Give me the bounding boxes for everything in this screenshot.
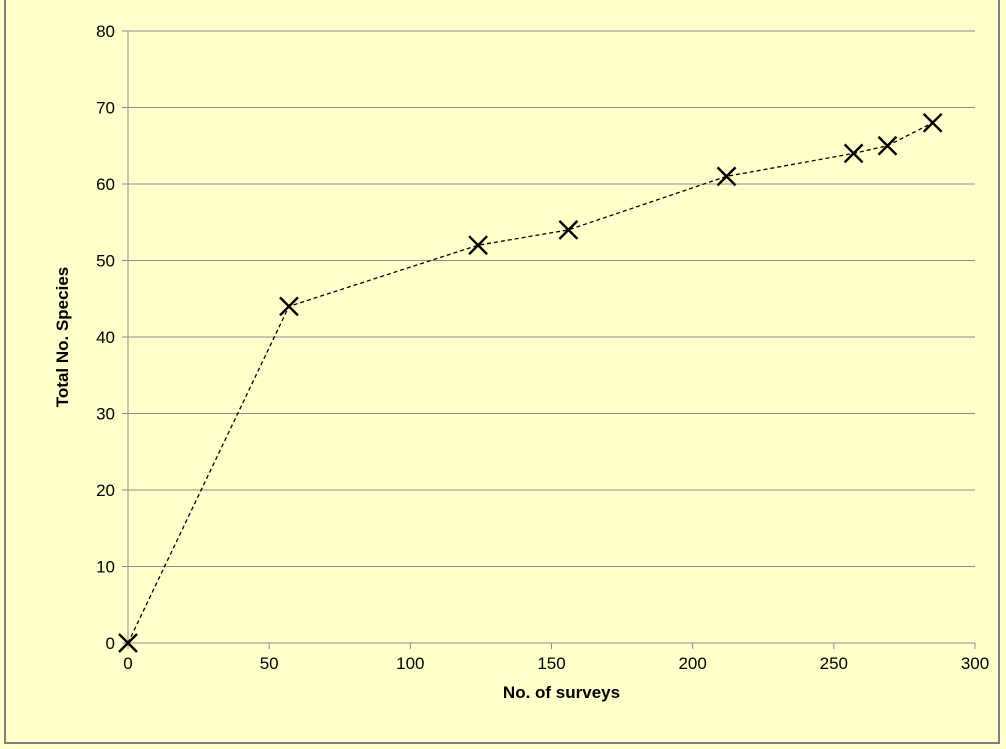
marker-stroke xyxy=(468,235,488,256)
y-tick-label: 10 xyxy=(96,558,115,577)
y-axis-title: Total No. Species xyxy=(53,267,72,407)
y-tick-label: 50 xyxy=(96,252,115,271)
series-line xyxy=(127,122,933,644)
data-point-marker xyxy=(279,296,299,317)
marker-stroke xyxy=(118,633,138,653)
data-series xyxy=(118,112,943,653)
y-tick-label: 30 xyxy=(96,405,115,424)
marker-stroke xyxy=(716,166,737,187)
data-point-marker xyxy=(843,143,864,164)
x-tick-label: 50 xyxy=(260,654,279,673)
gridlines xyxy=(122,30,975,567)
x-axis-title: No. of surveys xyxy=(503,683,620,702)
x-tick-label: 200 xyxy=(678,654,706,673)
data-point-marker xyxy=(877,135,898,156)
data-point-marker xyxy=(716,166,737,187)
y-tick-label: 70 xyxy=(96,99,115,118)
data-point-marker xyxy=(922,112,943,133)
data-point-marker xyxy=(558,220,579,240)
marker-stroke xyxy=(843,143,864,164)
y-tick-label: 80 xyxy=(96,22,115,41)
marker-stroke xyxy=(877,135,898,156)
marker-stroke xyxy=(558,220,579,240)
data-point-marker xyxy=(468,235,488,256)
marker-stroke xyxy=(922,112,943,133)
x-tick-label: 100 xyxy=(396,654,424,673)
axes xyxy=(122,31,976,649)
y-tick-label: 0 xyxy=(106,634,115,653)
x-tick-label: 250 xyxy=(820,654,848,673)
y-tick-label: 40 xyxy=(96,328,115,347)
data-point-marker xyxy=(118,633,138,653)
tick-labels: 0 10 20 30 40 50 60 70 80 0 50 100 150 200 250 300 xyxy=(96,22,989,673)
x-tick-label: 0 xyxy=(123,654,132,673)
x-tick-label: 150 xyxy=(537,654,565,673)
marker-stroke xyxy=(279,296,299,317)
y-tick-label: 60 xyxy=(96,175,115,194)
chart-frame xyxy=(4,0,1000,744)
y-tick-label: 20 xyxy=(96,481,115,500)
x-tick-label: 300 xyxy=(961,654,989,673)
